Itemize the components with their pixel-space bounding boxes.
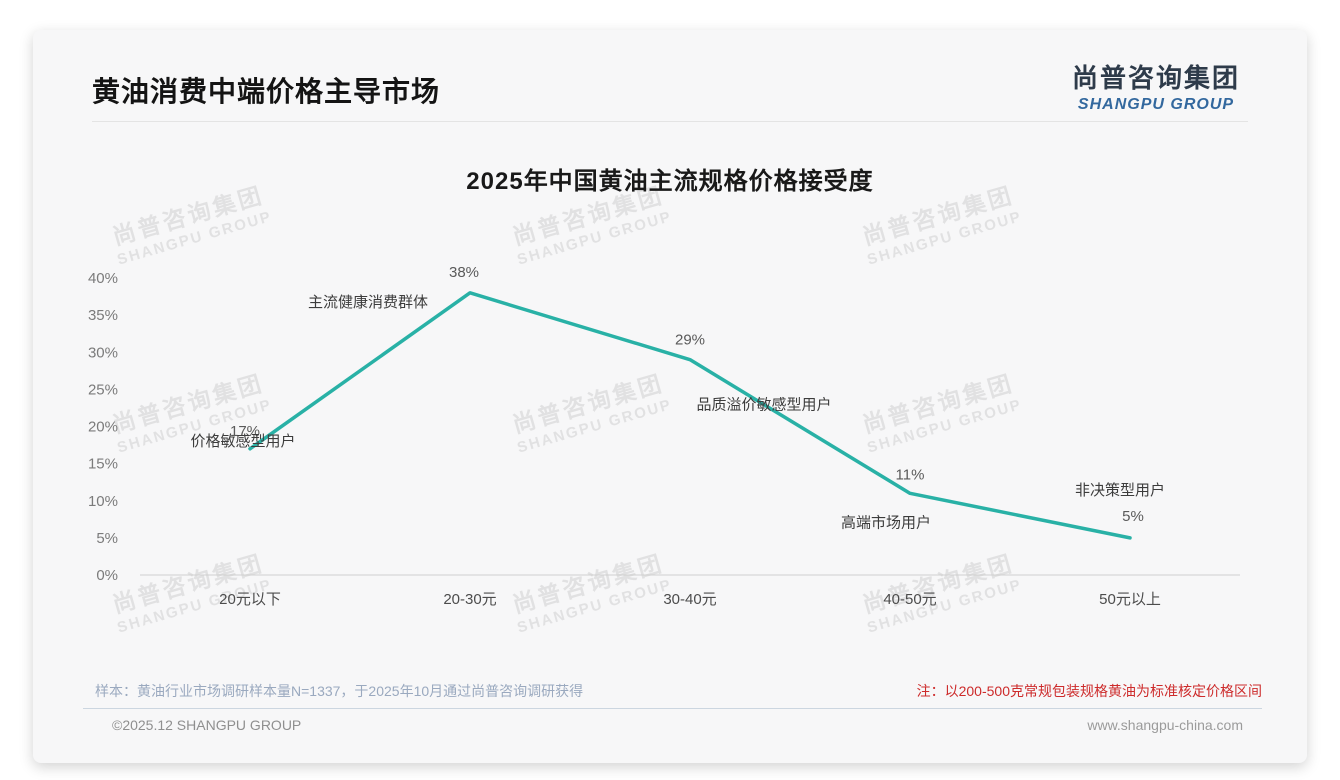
sample-note: 样本：黄油行业市场调研样本量N=1337，于2025年10月通过尚普咨询调研获得 — [95, 683, 584, 699]
y-axis-tick-label: 15% — [88, 456, 118, 473]
data-label: 29% — [675, 332, 705, 349]
data-label: 11% — [896, 466, 925, 483]
annotation-label: 高端市场用户 — [841, 514, 931, 531]
y-axis-tick-label: 25% — [88, 381, 118, 398]
logo-english-text: SHANGPU GROUP — [1077, 96, 1235, 113]
x-axis-label: 50元以上 — [1099, 591, 1161, 608]
y-axis-tick-label: 20% — [88, 419, 118, 436]
footer-row: ©2025.12 SHANGPU GROUP www.shangpu-china… — [112, 717, 1243, 733]
chart-line — [248, 291, 1132, 540]
copyright-text: ©2025.12 SHANGPU GROUP — [112, 717, 302, 733]
data-label: 5% — [1122, 508, 1144, 525]
y-axis-tick-label: 30% — [88, 344, 118, 361]
annotation-label: 主流健康消费群体 — [308, 294, 428, 311]
footer-divider — [83, 708, 1262, 709]
report-slide: 尚普咨询集团 SHANGPU GROUP 尚普咨询集团 SHANGPU GROUP 尚普… — [33, 30, 1307, 763]
page-title: 黄油消费中端价格主导市场 — [92, 76, 441, 107]
y-axis-tick-label: 40% — [88, 270, 118, 287]
y-axis-tick-label: 0% — [96, 567, 118, 584]
header-divider — [92, 121, 1248, 122]
y-axis-tick-label: 5% — [96, 530, 118, 547]
data-label: 17% — [230, 423, 260, 440]
x-axis-label: 30-40元 — [663, 591, 716, 608]
annotation-label: 非决策型用户 — [1075, 482, 1165, 499]
x-axis-label: 20元以下 — [219, 591, 281, 608]
y-axis-tick-label: 35% — [88, 307, 118, 324]
chart-title: 2025年中国黄油主流规格价格接受度 — [466, 168, 874, 195]
company-logo: 尚普咨询集团 SHANGPU GROUP — [1072, 58, 1240, 114]
website-url: www.shangpu-china.com — [1087, 717, 1243, 733]
x-axis-label: 20-30元 — [443, 591, 496, 608]
price-acceptance-line-chart: 0% 5% 10% 15% 20% 25% 30% 35% 40% 20元以下 20-30元 30-4… — [88, 264, 1240, 608]
y-axis-tick-label: 10% — [88, 493, 118, 510]
logo-chinese-text: 尚普咨询集团 — [1071, 63, 1240, 93]
x-axis-label: 40-50元 — [883, 591, 936, 608]
price-range-note: 注：以200-500克常规包装规格黄油为标准核定价格区间 — [916, 683, 1262, 699]
data-label: 38% — [449, 264, 479, 281]
annotation-label: 价格敏感型用户 — [190, 433, 295, 450]
annotation-label: 品质溢价敏感型用户 — [696, 397, 831, 414]
footnote-row: 样本：黄油行业市场调研样本量N=1337，于2025年10月通过尚普咨询调研获得… — [95, 681, 1262, 701]
